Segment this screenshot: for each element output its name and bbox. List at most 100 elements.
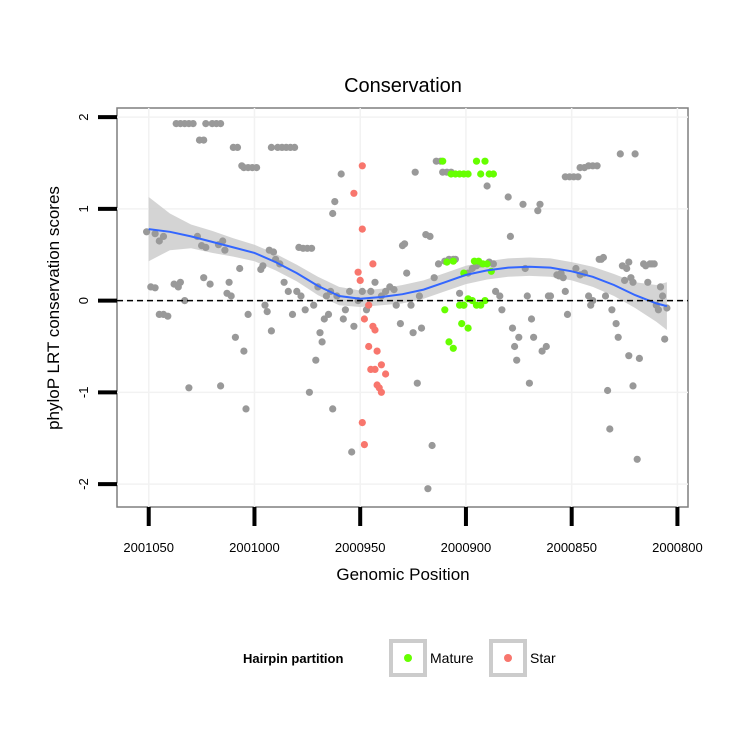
star-point-6	[360, 315, 368, 323]
smooth-ribbon-layer	[148, 197, 667, 330]
star-point-14	[371, 365, 379, 373]
other-point-186	[608, 306, 616, 314]
y-tick-label-1: -1	[76, 387, 91, 399]
other-point-41	[236, 264, 244, 273]
legend-label-mature: Mature	[430, 650, 474, 666]
other-point-87	[329, 405, 337, 413]
star-point-18	[382, 370, 390, 378]
other-point-88	[337, 170, 345, 178]
other-point-93	[350, 322, 358, 330]
other-point-12	[181, 297, 189, 305]
other-point-64	[280, 278, 288, 286]
other-point-79	[322, 292, 330, 300]
mature-point-7	[477, 170, 485, 178]
other-point-210	[659, 292, 667, 300]
other-point-8	[164, 312, 172, 320]
other-point-112	[415, 292, 423, 300]
other-point-44	[242, 405, 250, 413]
other-point-163	[561, 287, 569, 295]
other-point-139	[496, 292, 504, 300]
other-point-152	[530, 333, 538, 341]
series-mature	[439, 157, 497, 352]
other-point-113	[417, 324, 426, 332]
other-point-162	[559, 274, 567, 282]
other-point-144	[510, 342, 519, 351]
other-point-137	[489, 260, 497, 268]
x-tick-label-3: 2000900	[441, 540, 492, 555]
other-point-35	[221, 246, 229, 254]
other-point-25	[200, 136, 208, 144]
mature-point-17	[483, 260, 491, 268]
star-point-2	[358, 225, 366, 233]
mature-point-30	[464, 324, 472, 332]
other-point-150	[525, 379, 534, 387]
other-point-117	[424, 485, 432, 493]
other-point-26	[202, 120, 210, 128]
star-point-12	[365, 342, 373, 351]
other-point-23	[200, 274, 208, 282]
x-tick-label-5: 2000800	[652, 540, 703, 555]
other-point-106	[401, 240, 409, 248]
other-point-82	[318, 338, 326, 346]
other-point-156	[542, 342, 550, 351]
other-point-110	[413, 379, 421, 387]
legend-label-star: Star	[530, 650, 556, 666]
other-point-53	[269, 248, 278, 256]
other-point-34	[217, 382, 225, 390]
mature-point-6	[472, 157, 481, 165]
mature-point-5	[464, 170, 472, 178]
other-point-199	[633, 455, 641, 463]
legend-entry-star: Star	[489, 639, 556, 677]
other-point-195	[616, 150, 624, 158]
mature-point-11	[443, 258, 451, 266]
other-point-155	[538, 347, 546, 355]
other-point-154	[536, 200, 544, 208]
y-tick-label-4: 2	[76, 114, 91, 121]
other-point-164	[563, 310, 572, 318]
other-point-140	[498, 306, 506, 314]
other-point-123	[430, 274, 438, 282]
other-point-102	[390, 286, 398, 294]
other-point-40	[231, 333, 239, 341]
other-point-95	[358, 287, 366, 295]
other-point-183	[597, 255, 605, 263]
other-point-5	[151, 284, 159, 292]
star-point-19	[358, 419, 366, 427]
other-point-143	[508, 324, 517, 332]
other-point-92	[348, 448, 356, 456]
other-point-81	[312, 356, 320, 364]
other-point-174	[585, 292, 593, 300]
other-point-182	[604, 386, 612, 395]
other-point-29	[217, 120, 225, 128]
other-point-51	[261, 301, 269, 309]
other-point-55	[267, 327, 275, 335]
star-point-0	[358, 162, 366, 170]
other-point-90	[341, 306, 349, 314]
smooth-confidence-ribbon	[148, 197, 667, 330]
star-point-11	[377, 361, 385, 369]
other-point-2	[155, 237, 163, 245]
other-point-68	[297, 292, 305, 300]
other-point-83	[324, 310, 333, 318]
other-point-31	[219, 237, 227, 245]
legend-marker-star	[504, 654, 512, 662]
other-point-107	[403, 269, 411, 277]
other-point-192	[625, 258, 633, 266]
other-point-100	[382, 287, 390, 295]
mature-point-29	[458, 320, 466, 328]
other-point-153	[534, 207, 542, 215]
other-point-149	[523, 292, 531, 300]
other-point-43	[244, 310, 252, 318]
other-point-91	[346, 287, 354, 295]
other-point-179	[593, 162, 601, 170]
other-point-206	[650, 260, 658, 268]
star-point-17	[377, 388, 385, 396]
y-tick-label-0: -2	[76, 478, 91, 490]
other-point-48	[253, 164, 261, 172]
other-point-75	[310, 301, 318, 309]
other-point-184	[601, 292, 610, 300]
series-other	[143, 120, 671, 493]
star-point-10	[373, 347, 381, 355]
other-point-85	[331, 198, 339, 206]
